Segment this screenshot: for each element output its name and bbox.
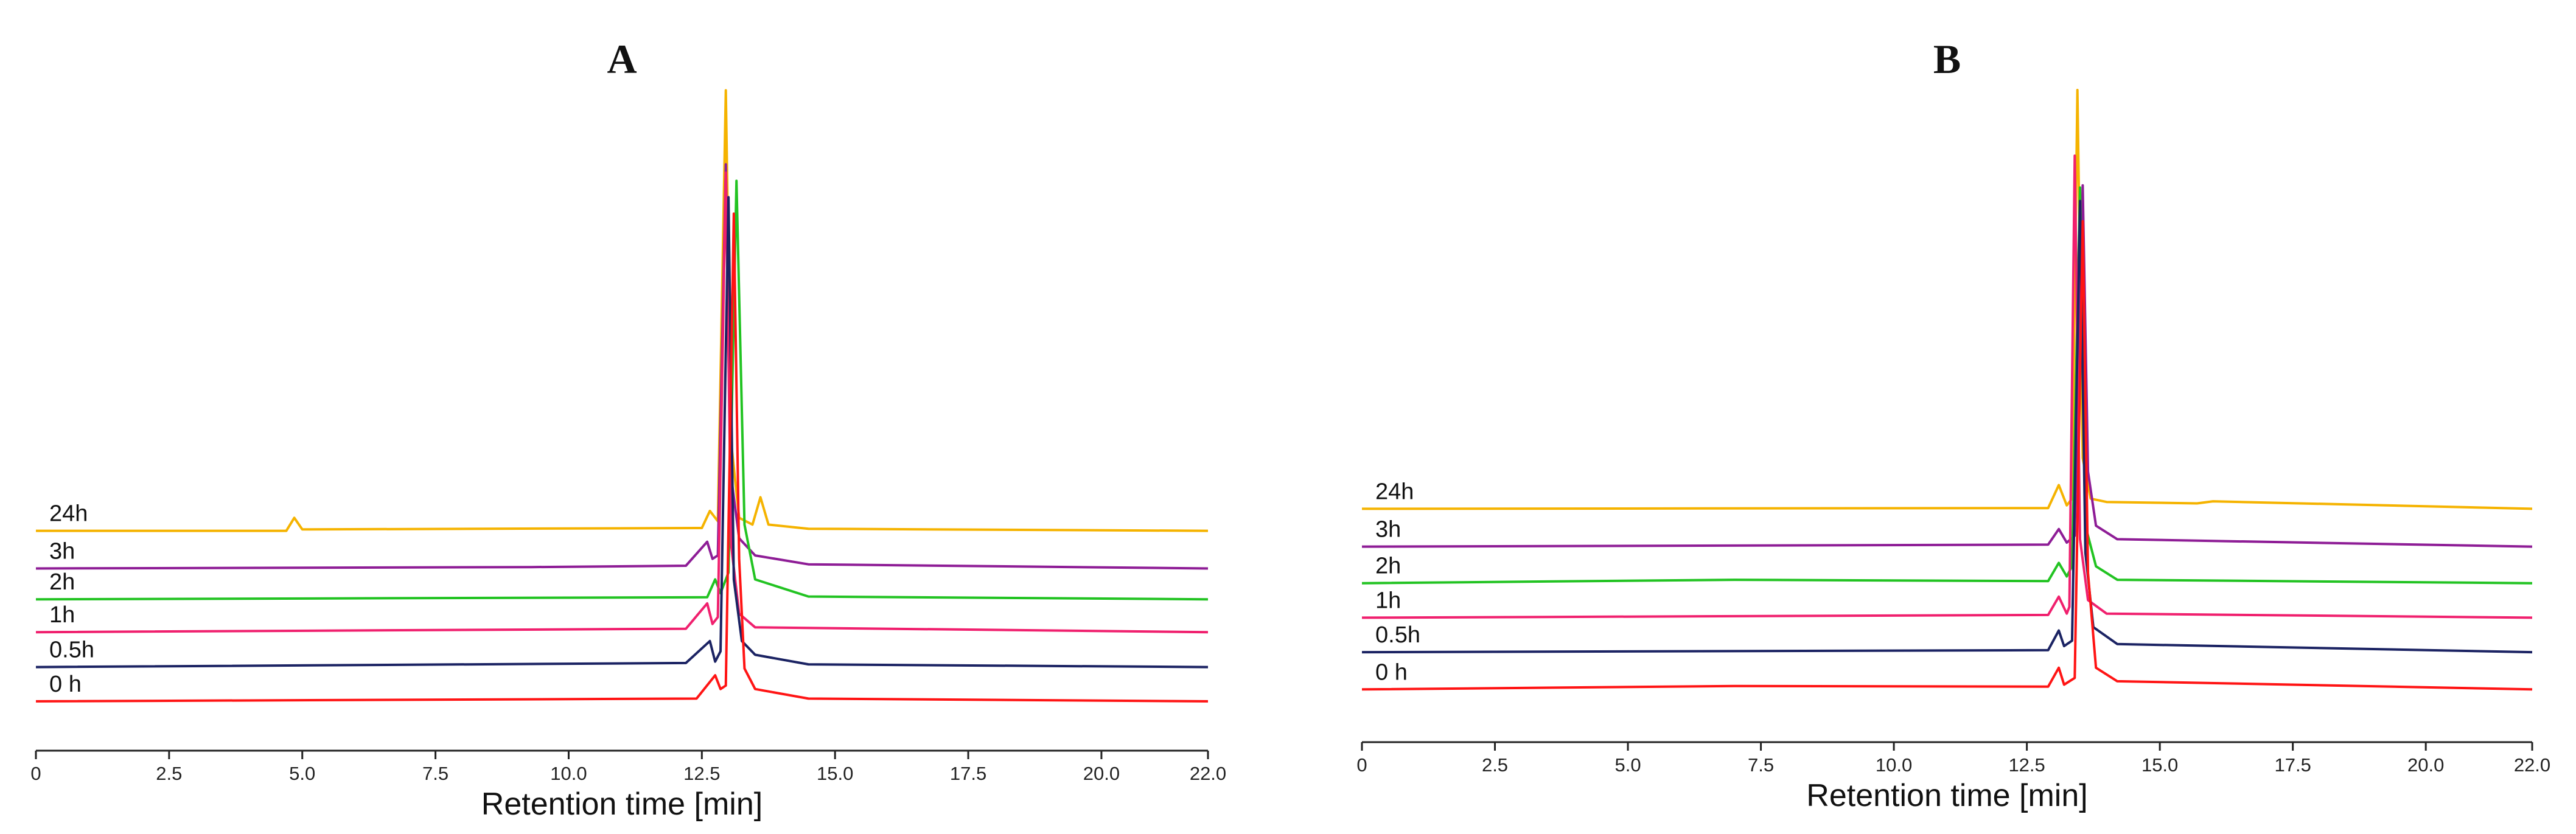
x-tick-label: 20.0: [2407, 754, 2444, 776]
x-tick-label: 15.0: [817, 763, 853, 784]
x-tick-label: 15.0: [2141, 754, 2178, 776]
x-tick-label: 7.5: [1748, 754, 1774, 776]
x-axis-label: Retention time [min]: [481, 787, 763, 822]
trace-label: 24h: [49, 501, 88, 527]
trace: [36, 89, 1209, 532]
x-tick-label: 10.0: [1876, 754, 1912, 776]
trace: [1361, 89, 2533, 510]
x-tick-label: 17.5: [2274, 754, 2311, 776]
trace-label: 0 h: [49, 672, 82, 697]
trace: [35, 171, 1209, 634]
trace-label: 1h: [49, 602, 75, 628]
trace: [35, 163, 1209, 570]
trace-label: 3h: [49, 538, 75, 564]
x-tick-label: 0: [30, 763, 41, 784]
trace: [1361, 154, 2533, 619]
trace: [35, 196, 1209, 669]
x-tick-label: 12.5: [683, 763, 720, 784]
x-tick-label: 5.0: [289, 763, 315, 784]
trace: [35, 179, 1209, 601]
x-tick-label: 5.0: [1614, 754, 1641, 776]
trace-label: 0 h: [1375, 659, 1408, 685]
x-tick-label: 17.5: [950, 763, 986, 784]
panel-title: A: [607, 36, 637, 82]
trace-label: 3h: [1375, 517, 1401, 543]
x-tick-label: 2.5: [1482, 754, 1508, 776]
trace-label: 0.5h: [1375, 622, 1420, 648]
x-tick-label: 22.0: [1190, 763, 1226, 784]
trace: [1361, 186, 2533, 585]
x-tick-label: 22.0: [2514, 754, 2550, 776]
x-tick-label: 12.5: [2008, 754, 2045, 776]
x-tick-label: 0: [1356, 754, 1367, 776]
trace-label: 2h: [49, 569, 75, 595]
trace: [35, 212, 1209, 703]
trace: [1361, 220, 2533, 691]
x-tick-label: 20.0: [1083, 763, 1120, 784]
trace-label: 24h: [1375, 479, 1414, 504]
trace-label: 1h: [1375, 588, 1401, 613]
x-tick-label: 10.0: [550, 763, 587, 784]
trace: [1361, 184, 2533, 548]
x-tick-label: 7.5: [422, 763, 449, 784]
trace-label: 2h: [1375, 554, 1401, 579]
x-axis-label: Retention time [min]: [1806, 778, 2087, 813]
x-tick-label: 2.5: [156, 763, 182, 784]
panel-title: B: [1933, 36, 1961, 82]
trace-label: 0.5h: [49, 638, 94, 663]
trace: [1361, 200, 2533, 654]
